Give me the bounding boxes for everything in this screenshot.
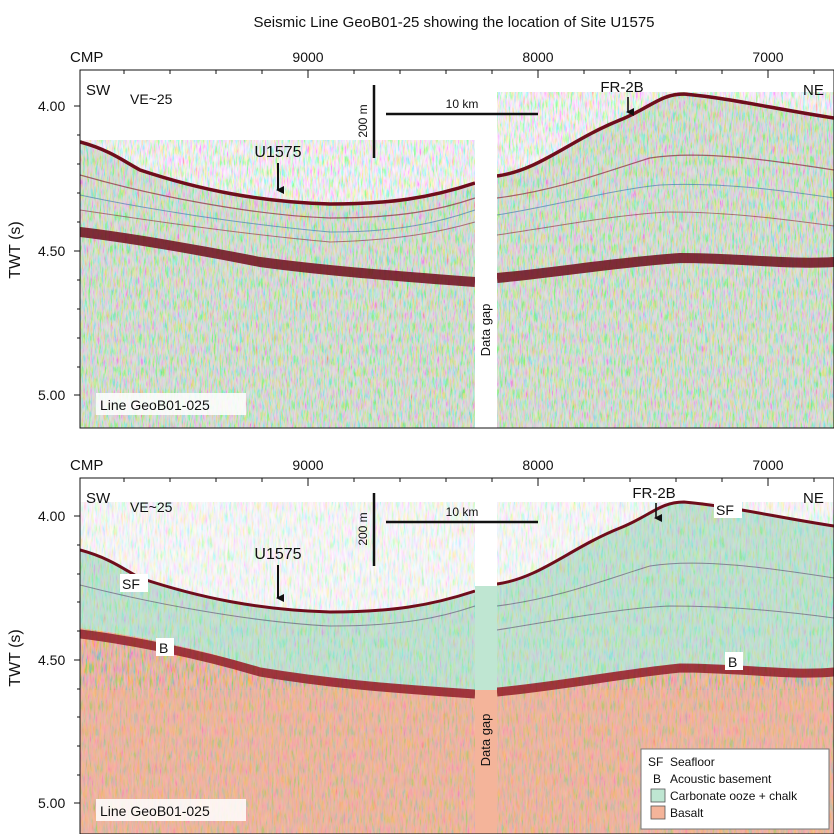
top-twt-ticks [74, 105, 80, 396]
bottom-horizontal-scale-label: 10 km [446, 505, 479, 519]
bottom-cmp-ticks [123, 478, 815, 486]
bottom-u1575-label: U1575 [254, 546, 301, 563]
bottom-line-name-bg [96, 799, 246, 821]
bottom-panel: CMP 9000 8000 7000 4.00 4.50 5.00 TWT (s… [7, 457, 834, 834]
top-seismic-image [80, 70, 834, 428]
bottom-cmp-label: CMP [70, 457, 103, 474]
legend-label-basalt: Basalt [670, 806, 704, 820]
top-twt-tick-500: 5.00 [38, 387, 65, 403]
figure-title: Seismic Line GeoB01-25 showing the locat… [253, 14, 654, 31]
bottom-twt-ticks [74, 515, 80, 804]
top-vertical-scale-label: 200 m [356, 104, 370, 137]
top-cmp-ticks [123, 70, 815, 78]
top-sw-label: SW [86, 82, 111, 99]
top-line-name-bg [96, 393, 246, 415]
legend-swatch-ooze [650, 788, 666, 803]
legend-key-sf: SF [648, 755, 663, 769]
bottom-ne-label: NE [803, 490, 824, 507]
top-twt-tick-400: 4.00 [38, 98, 65, 114]
legend-label-seafloor: Seafloor [670, 755, 715, 769]
top-line-name: Line GeoB01-025 [100, 397, 210, 413]
bottom-twt-tick-400: 4.00 [38, 508, 65, 524]
legend-swatch-basalt [650, 805, 666, 820]
top-u1575-label: U1575 [254, 144, 301, 161]
bottom-sf-left-bg [120, 574, 148, 592]
top-twt-tick-450: 4.50 [38, 243, 65, 259]
bottom-b-right-label: B [728, 654, 737, 670]
bottom-cmp-tick-9000: 9000 [292, 457, 323, 473]
top-panel: CMP 9000 8000 7000 4.00 4.50 5.00 TWT (s… [7, 49, 834, 429]
bottom-data-gap-label: Data gap [478, 714, 493, 767]
top-ne-label: NE [803, 82, 824, 99]
bottom-vertical-scale-label: 200 m [356, 512, 370, 545]
legend-label-ooze: Carbonate ooze + chalk [670, 789, 798, 803]
bottom-fr2b-label: FR-2B [632, 485, 675, 502]
legend-label-basement: Acoustic basement [670, 772, 772, 786]
bottom-twt-tick-450: 4.50 [38, 652, 65, 668]
bottom-twt-label: TWT (s) [7, 629, 24, 686]
bottom-sf-right-bg [714, 500, 742, 518]
bottom-sf-right-label: SF [716, 502, 734, 518]
top-twt-label: TWT (s) [7, 221, 24, 278]
top-ve-label: VE~25 [130, 91, 173, 107]
legend: SF Seafloor B Acoustic basement Carbonat… [640, 748, 830, 830]
top-cmp-tick-8000: 8000 [522, 49, 553, 65]
bottom-twt-tick-500: 5.00 [38, 795, 65, 811]
bottom-cmp-tick-8000: 8000 [522, 457, 553, 473]
bottom-cmp-tick-7000: 7000 [752, 457, 783, 473]
legend-box [640, 748, 830, 830]
bottom-sw-label: SW [86, 490, 111, 507]
legend-key-b: B [653, 772, 661, 786]
top-cmp-tick-7000: 7000 [752, 49, 783, 65]
top-fr2b-label: FR-2B [600, 79, 643, 96]
bottom-ve-label: VE~25 [130, 499, 173, 515]
bottom-sf-left-label: SF [122, 576, 140, 592]
bottom-line-name: Line GeoB01-025 [100, 803, 210, 819]
top-cmp-tick-9000: 9000 [292, 49, 323, 65]
top-data-gap-label: Data gap [478, 304, 493, 357]
bottom-b-left-label: B [159, 640, 168, 656]
top-cmp-label: CMP [70, 49, 103, 66]
top-horizontal-scale-label: 10 km [446, 97, 479, 111]
bottom-b-left-bg [156, 638, 174, 656]
bottom-b-right-bg [725, 652, 743, 670]
